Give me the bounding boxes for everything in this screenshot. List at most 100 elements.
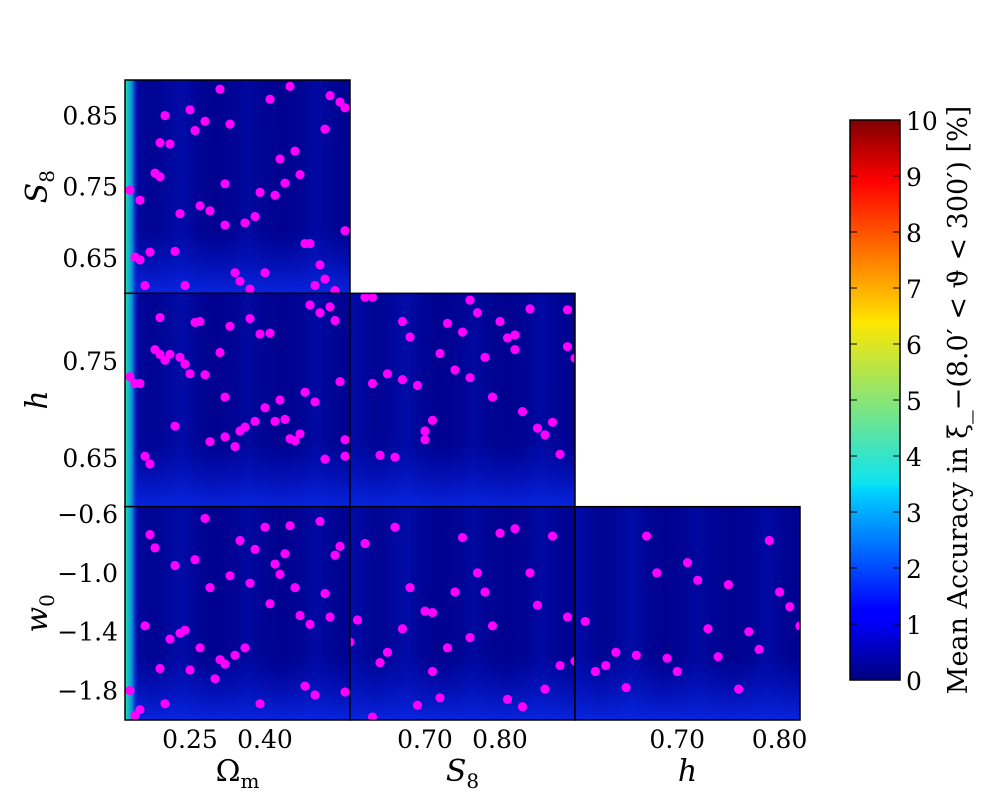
data-point <box>816 582 825 591</box>
data-point <box>585 355 594 364</box>
data-point <box>215 347 225 358</box>
points-group <box>350 522 575 720</box>
data-point <box>195 643 205 653</box>
data-point <box>744 627 754 637</box>
data-point <box>235 535 245 546</box>
data-point <box>795 621 800 631</box>
data-point <box>230 650 240 660</box>
colorbar-tick-label: 9 <box>906 163 922 192</box>
data-point <box>265 328 275 338</box>
data-point <box>310 397 320 407</box>
data-point <box>155 663 165 674</box>
data-point <box>367 293 378 302</box>
data-point <box>330 285 340 294</box>
data-point <box>611 647 621 657</box>
panel-frame <box>574 505 801 721</box>
data-point <box>315 308 325 318</box>
data-point <box>540 430 550 440</box>
data-point <box>320 274 330 284</box>
data-point <box>280 178 290 188</box>
data-point <box>578 370 587 379</box>
data-point <box>562 305 573 315</box>
data-point <box>517 702 528 712</box>
data-point <box>340 103 350 113</box>
data-point <box>265 94 275 104</box>
data-point <box>305 238 315 249</box>
data-point <box>764 535 774 546</box>
data-point <box>979 583 988 592</box>
x-tick-label: 0.25 <box>162 725 218 754</box>
data-point <box>240 218 250 228</box>
data-point <box>510 330 520 340</box>
data-point <box>510 344 520 355</box>
y-tick-label: −1.8 <box>57 677 118 706</box>
data-point <box>290 436 300 446</box>
panels-layer <box>124 79 988 721</box>
data-point <box>260 522 270 532</box>
colorbar: 0 1 2 3 4 5 6 7 8 9 10 Mean Accuracy in ξ_−(8.0′ < … <box>849 106 974 696</box>
data-point <box>180 280 190 291</box>
data-point <box>200 116 210 126</box>
data-point <box>645 287 654 296</box>
points-group <box>125 513 350 720</box>
data-point <box>450 365 460 375</box>
data-point <box>325 302 335 312</box>
data-point <box>405 582 415 593</box>
data-point <box>180 625 190 635</box>
data-point <box>465 295 475 305</box>
data-point <box>325 612 335 622</box>
data-point <box>350 637 355 647</box>
y-tick-label: 0.75 <box>62 173 118 202</box>
panel-bottom-glow <box>350 293 575 507</box>
data-point <box>215 84 225 94</box>
data-point <box>495 528 505 538</box>
data-point <box>608 437 617 446</box>
data-point <box>145 530 155 540</box>
y-axis-label-h: h <box>20 390 55 409</box>
data-point <box>165 634 175 644</box>
data-point <box>290 146 300 156</box>
data-point <box>185 665 195 675</box>
data-point <box>397 316 408 327</box>
data-point <box>180 359 190 369</box>
data-point <box>315 516 325 526</box>
data-point <box>240 422 250 432</box>
data-point <box>200 370 210 380</box>
x-tick-label: 0.80 <box>472 725 528 754</box>
panel-Om-S8 <box>124 79 351 295</box>
data-point <box>420 606 430 616</box>
y-tick-label: −1.4 <box>57 618 118 647</box>
data-point <box>255 187 265 197</box>
data-point <box>450 587 460 597</box>
data-point <box>662 653 672 663</box>
data-point <box>540 684 550 694</box>
panel-S8-w0 <box>349 505 576 721</box>
data-point <box>210 674 220 684</box>
data-point <box>295 610 305 621</box>
data-point <box>600 345 609 354</box>
data-point <box>525 568 535 578</box>
data-point <box>397 375 408 385</box>
data-point <box>280 414 290 424</box>
panel-edge-glow <box>125 506 139 720</box>
data-point <box>562 612 573 622</box>
data-point <box>836 568 845 577</box>
data-point <box>155 137 165 148</box>
data-point <box>285 81 295 91</box>
data-point <box>230 441 240 452</box>
data-point <box>397 624 408 634</box>
data-point <box>360 293 370 302</box>
data-point <box>340 687 350 697</box>
data-point <box>382 369 393 379</box>
colorbar-tick-label: 4 <box>906 443 922 472</box>
data-point <box>150 543 160 553</box>
data-point <box>305 300 315 310</box>
data-point <box>442 643 453 653</box>
data-point <box>230 268 240 278</box>
data-point <box>360 538 370 549</box>
data-point <box>275 395 285 405</box>
data-point <box>335 376 345 387</box>
data-point <box>250 211 260 222</box>
colorbar-label: Mean Accuracy in ξ_−(8.0′ < ϑ < 300′) [%… <box>943 106 974 694</box>
